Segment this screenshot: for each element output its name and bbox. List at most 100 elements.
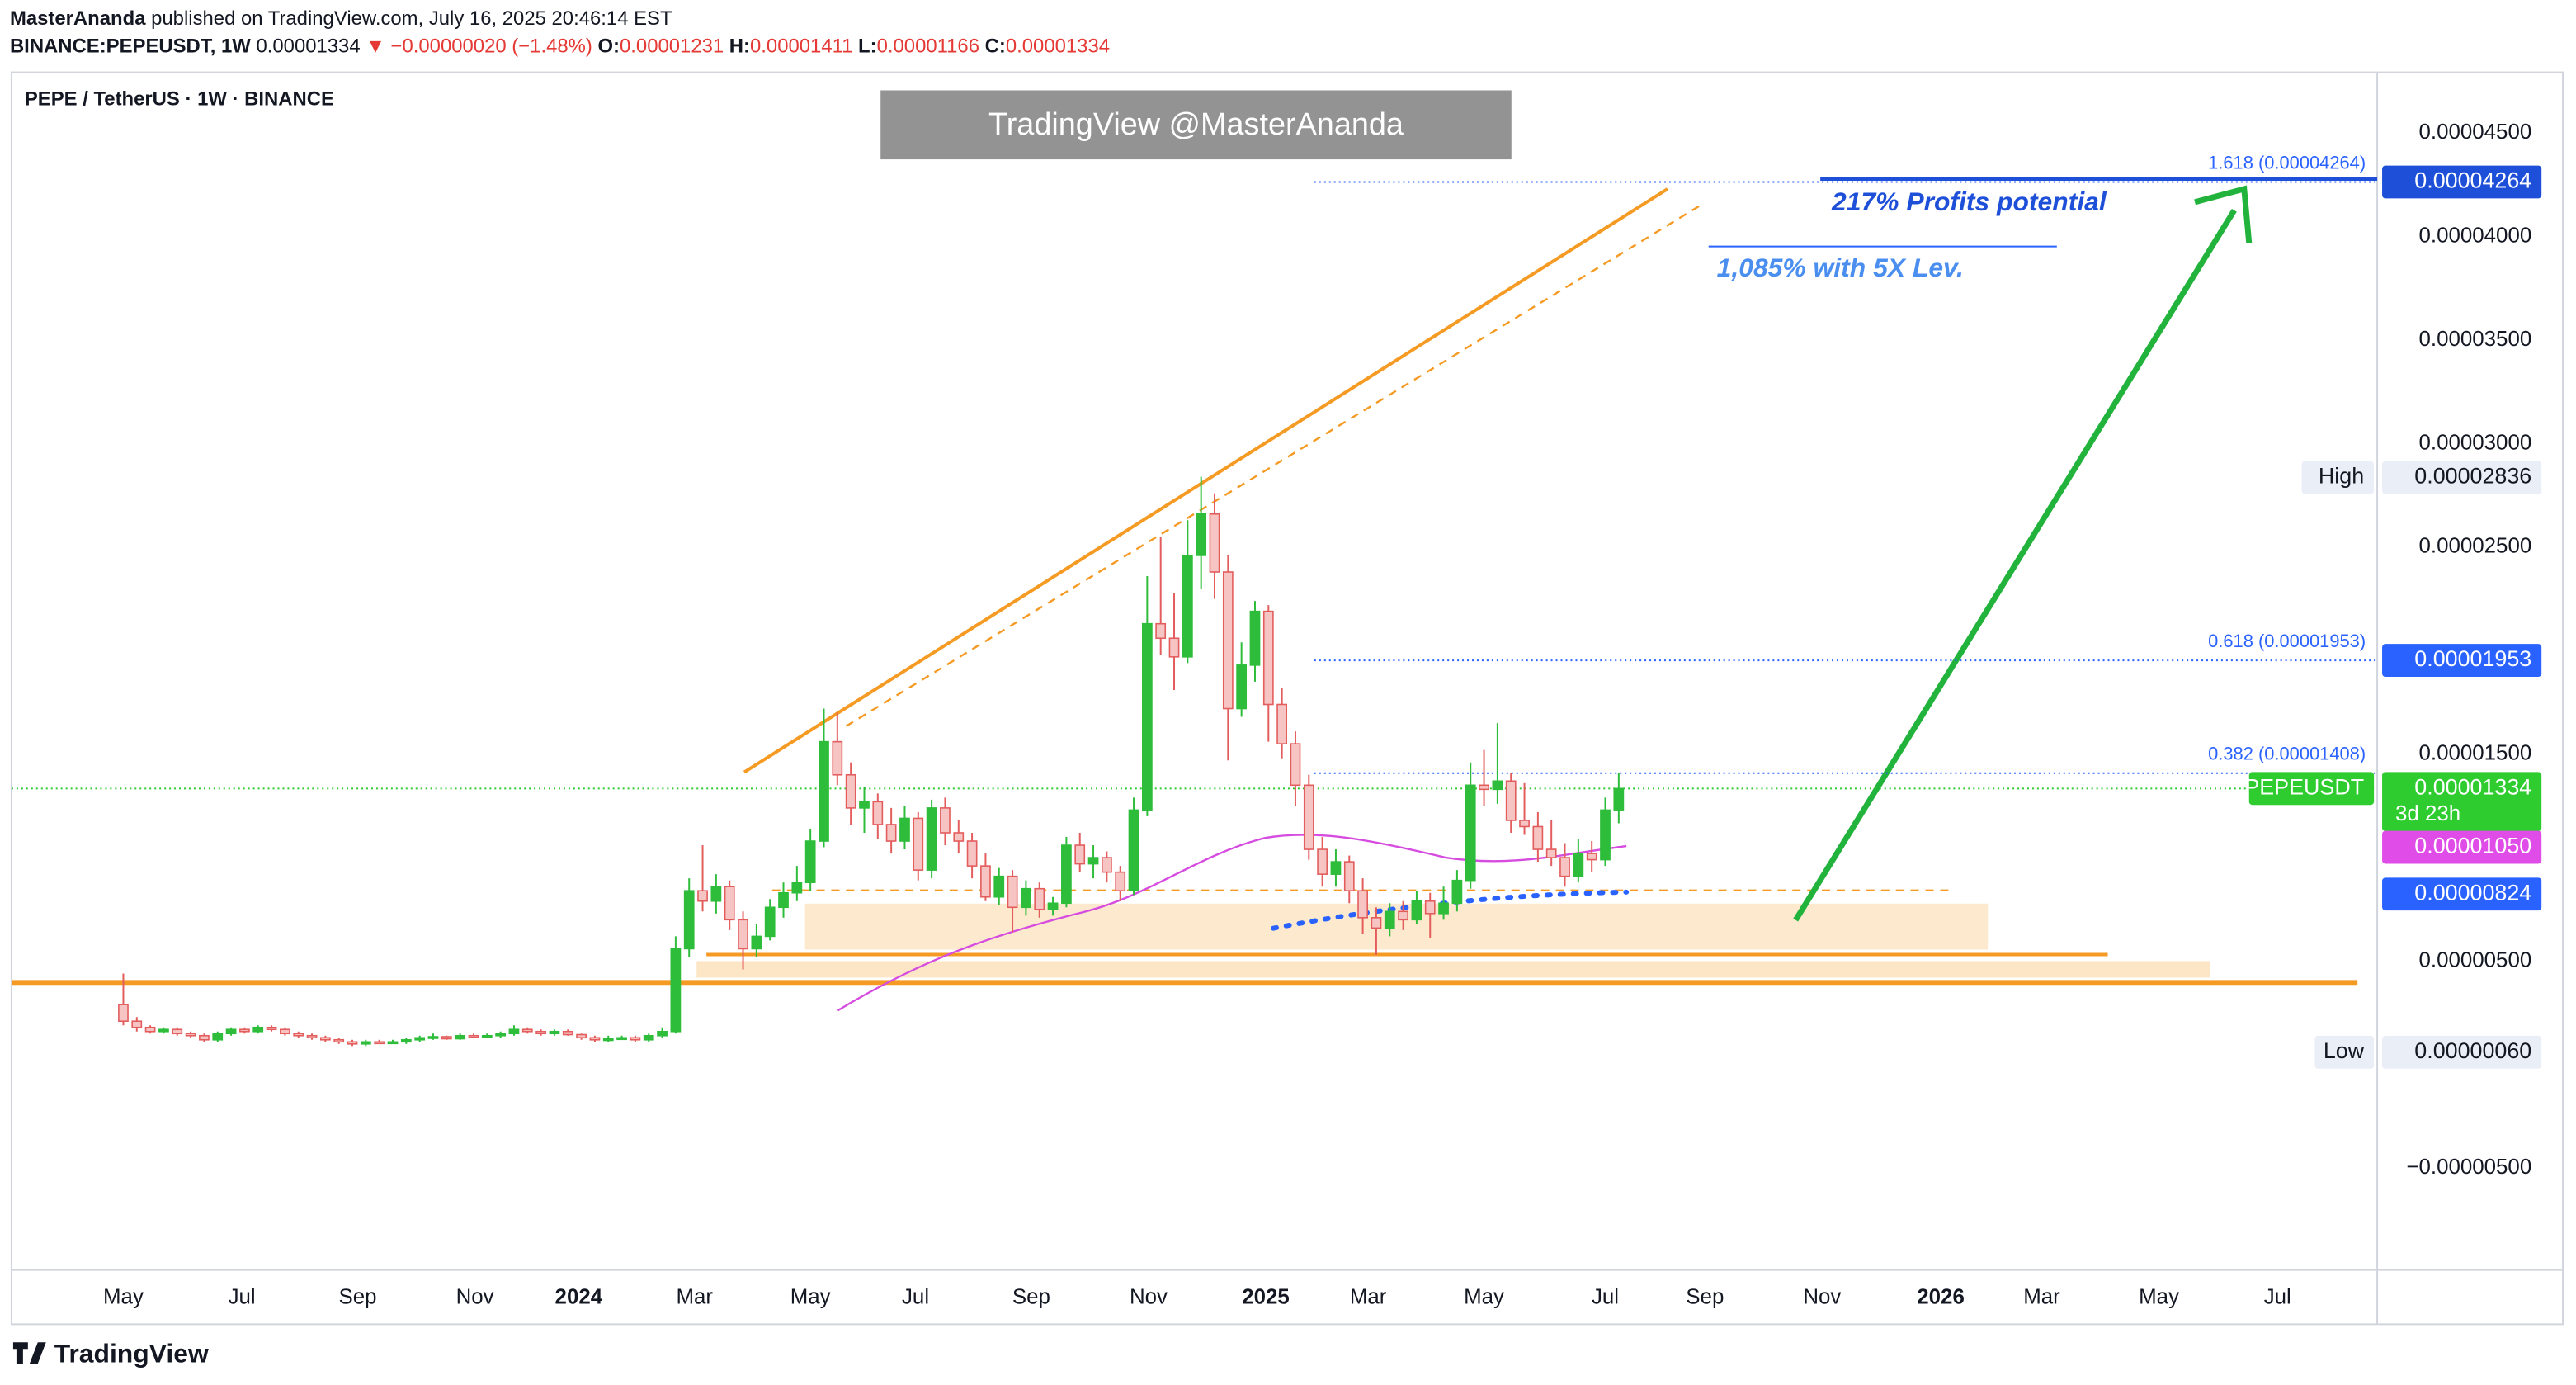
candle-body [885, 824, 897, 842]
candle-body [1168, 637, 1180, 658]
symbol: BINANCE:PEPEUSDT, 1W [10, 35, 251, 58]
candle-body [185, 1033, 196, 1037]
fib-label: 0.618 (0.00001953) [2208, 631, 2366, 651]
ohlc-value: 0.00001334 [1006, 35, 1110, 58]
x-tick-label: Nov [1803, 1285, 1841, 1308]
candle-body [1115, 871, 1126, 892]
candle-body [1600, 809, 1611, 861]
symbol-line: BINANCE:PEPEUSDT, 1W 0.00001334 ▼ −0.000… [10, 35, 1110, 58]
candle-body [427, 1036, 439, 1039]
x-tick-label: 2026 [1917, 1285, 1965, 1308]
candle-body [239, 1028, 250, 1033]
header-line: MasterAnanda published on TradingView.co… [10, 7, 672, 30]
trend-line [743, 187, 1669, 774]
candle-body [630, 1037, 641, 1041]
x-tick-label: Jul [902, 1285, 929, 1308]
candle-body [1074, 844, 1086, 865]
support-zone [696, 961, 2210, 978]
candle-body [549, 1030, 560, 1035]
x-tick-label: May [790, 1285, 831, 1308]
candle-body [940, 807, 951, 834]
y-tick-label: 0.00004500 [2419, 121, 2532, 144]
ohlc-value: 0.00001231 [620, 35, 724, 58]
price-label-box [2382, 877, 2542, 911]
trend-line [845, 204, 1701, 727]
candle-body [1343, 861, 1355, 892]
change: ▼ −0.00000020 (−1.48%) [366, 35, 592, 58]
candle-body [1222, 571, 1234, 710]
candle-body [764, 906, 776, 938]
y-tick-label: 0.00001500 [2419, 742, 2532, 765]
candle-body [993, 875, 1005, 898]
candle-body [441, 1036, 452, 1040]
candle-body [859, 801, 870, 809]
price-tag-box [2248, 772, 2375, 806]
candle-body [980, 865, 991, 898]
fib-label: 1.618 (0.00004264) [2208, 152, 2366, 173]
candle-body [266, 1026, 277, 1031]
price-tag: PEPEUSDT [2244, 774, 2364, 799]
candle-body [118, 1004, 129, 1023]
x-tick-label: Sep [1012, 1285, 1050, 1308]
candle-body [670, 948, 682, 1033]
y-tick-label: −0.00000500 [2406, 1156, 2531, 1179]
price-label-box [2382, 772, 2542, 832]
x-tick-label: Nov [1130, 1285, 1168, 1308]
x-tick-label: 2024 [555, 1285, 603, 1308]
ohlc-key: O: [597, 35, 620, 58]
candle-body [131, 1020, 143, 1028]
x-tick-label: Jul [2264, 1285, 2291, 1308]
candle-body [252, 1026, 264, 1033]
projection-arrow [1793, 208, 2237, 922]
candle-body [495, 1033, 507, 1037]
candle-body [400, 1038, 412, 1043]
candle-body [683, 890, 695, 950]
candle-body [1519, 820, 1530, 828]
published: published on TradingView.com, July 16, 2… [151, 7, 672, 30]
y-tick-label: 0.00003000 [2419, 431, 2532, 454]
candle-body [1021, 887, 1031, 909]
candle-body [414, 1037, 426, 1041]
candle-body [1209, 513, 1220, 573]
candle-body [845, 773, 856, 809]
candle-body [1047, 902, 1059, 910]
y-tick-label: 0.00004000 [2419, 225, 2532, 248]
candle-body [926, 807, 937, 871]
x-tick-label: May [2139, 1285, 2179, 1308]
candle-body [1249, 610, 1261, 666]
price-label: 0.00004264 [2414, 168, 2531, 193]
candle-body [710, 886, 722, 902]
candle-body [1061, 844, 1072, 905]
arrow-head [2194, 185, 2253, 243]
price-label: 0.00001334 [2414, 774, 2531, 799]
candle-body [225, 1028, 237, 1035]
candle-body [1102, 857, 1112, 873]
candle-body [1479, 784, 1489, 791]
candle-body [1034, 887, 1045, 910]
candle-body [1424, 900, 1436, 915]
candle-body [387, 1041, 399, 1045]
x-tick-label: May [103, 1285, 144, 1308]
candle-body [1236, 664, 1248, 710]
candle-body [1196, 513, 1207, 556]
ohlc-key: C: [985, 35, 1006, 58]
y-tick-label: 0.00003500 [2419, 328, 2532, 351]
candle-body [293, 1033, 304, 1037]
price-label: 0.00002836 [2414, 464, 2531, 489]
candle-body [280, 1028, 290, 1035]
annotation: 1,085% with 5X Lev. [1717, 253, 1964, 282]
candle-body [521, 1028, 533, 1033]
candle-body [1613, 787, 1625, 811]
price-label-box [2382, 461, 2542, 494]
candle-body [468, 1034, 479, 1038]
moving-average [837, 834, 1627, 1012]
price-label: 0.00001050 [2414, 834, 2531, 858]
x-tick-label: Mar [2023, 1285, 2060, 1308]
candle-body [199, 1034, 210, 1041]
y-tick-label: 0.00000500 [2419, 948, 2532, 971]
candle-body [697, 890, 708, 902]
countdown: 3d 23h [2395, 802, 2460, 825]
candle-body [953, 832, 965, 842]
candle-body [535, 1030, 546, 1035]
